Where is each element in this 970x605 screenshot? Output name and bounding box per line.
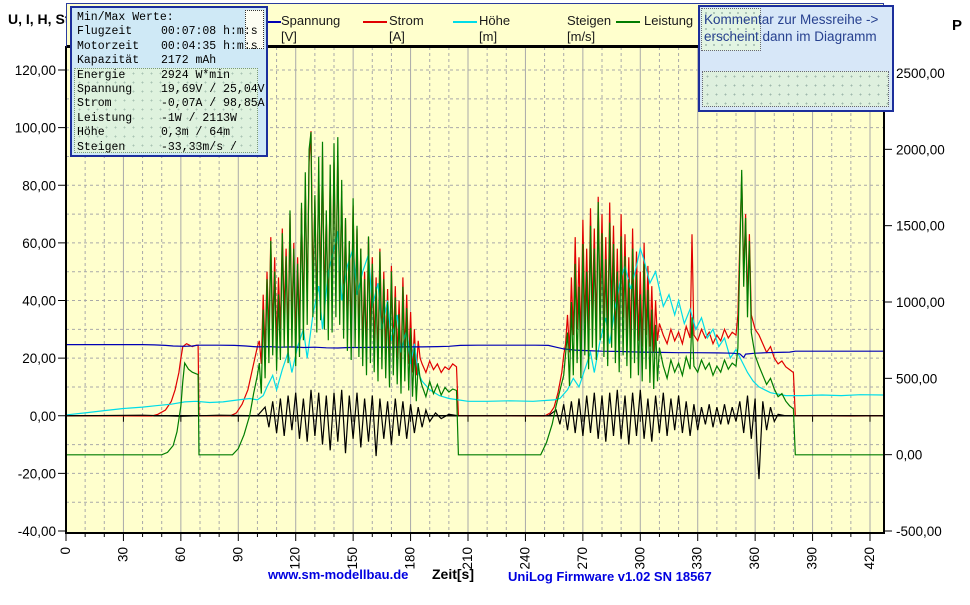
series-line-leistung [67, 132, 883, 456]
legend-label: Höhe [m] [479, 13, 511, 44]
left-tick-label: 60,00 [22, 236, 56, 251]
comment-box-pattern-top [701, 8, 761, 51]
x-tick-label: 90 [230, 547, 245, 562]
x-axis-title: Zeit[s] [432, 566, 474, 582]
x-tick-label: 180 [403, 547, 418, 570]
x-tick-label: 360 [747, 547, 762, 570]
info-box-row: Motorzeit 00:04:35 h:m:s [77, 40, 262, 54]
info-row-value: -0,07A / 98,85A [161, 97, 265, 111]
info-row-value: 00:07:08 h:m:s [161, 25, 258, 39]
left-tick-label: 0,00 [30, 409, 56, 424]
x-tick-label: 210 [460, 547, 475, 570]
x-tick-label: 120 [288, 547, 303, 570]
info-box-row: Steigen -33,33m/s / [77, 141, 262, 155]
left-tick-label: -20,00 [18, 466, 56, 481]
info-row-value: -1W / 2113W [161, 111, 237, 125]
x-tick-label: 330 [690, 547, 705, 570]
info-row-label: Kapazität [77, 54, 140, 68]
right-axis-title: P [952, 17, 963, 34]
info-row-label: Steigen [77, 140, 126, 154]
info-box-row: Spannung 19,69V / 25,04V [77, 82, 265, 97]
legend-label: Spannung [V] [281, 13, 341, 44]
info-row-value: -33,33m/s / [161, 140, 237, 154]
info-box-row: Strom -0,07A / 98,85A [77, 97, 265, 111]
info-row-value: 2172 mAh [161, 54, 217, 68]
comment-box-pattern-bottom [702, 71, 889, 107]
info-box-row: Energie 2924 W*min [77, 69, 262, 83]
legend-marker-icon [616, 21, 640, 23]
info-box-title: Min/Max Werte: [77, 11, 174, 24]
info-box-row: Leistung -1W / 2113W [77, 112, 262, 126]
right-tick-label: 500,00 [896, 371, 937, 386]
legend-marker-icon [363, 21, 387, 23]
info-box-handle[interactable] [245, 10, 264, 49]
legend-label: Strom [A] [389, 13, 424, 44]
x-tick-label: 390 [805, 547, 820, 570]
info-row-value: 0,3m / 64m [161, 126, 231, 140]
x-tick-label: 240 [517, 547, 532, 570]
info-row-label: Leistung [77, 111, 133, 125]
left-tick-label: 100,00 [15, 121, 56, 136]
info-row-value: 19,69V / 25,04V [161, 82, 265, 96]
x-tick-label: 270 [575, 547, 590, 570]
comment-box[interactable]: Kommentar zur Messreihe -> erscheint dan… [698, 5, 894, 112]
series-line-h-he-m [67, 231, 883, 416]
x-tick-label: 0 [58, 547, 73, 555]
right-tick-label: 0,00 [896, 448, 922, 463]
right-tick-label: -500,00 [896, 524, 942, 539]
x-tick-label: 150 [345, 547, 360, 570]
comment-text: Kommentar zur Messreihe -> erscheint dan… [704, 11, 878, 45]
left-tick-label: 20,00 [22, 351, 56, 366]
x-tick-label: 30 [115, 547, 130, 562]
legend-marker-icon [257, 21, 281, 23]
website-link[interactable]: www.sm-modellbau.de [268, 567, 409, 582]
right-tick-label: 1500,00 [896, 219, 945, 234]
info-row-value: 00:04:35 h:m:s [161, 39, 258, 53]
left-tick-label: -40,00 [18, 524, 56, 539]
series-line-steigen-m-s [67, 389, 883, 480]
info-row-label: Motorzeit [77, 39, 140, 53]
info-box-pattern [74, 68, 258, 153]
info-row-label: Spannung [77, 82, 133, 96]
series-group [67, 131, 883, 480]
legend-marker-icon [453, 21, 477, 23]
info-row-label: Flugzeit [77, 25, 133, 39]
right-tick-label: 1000,00 [896, 295, 945, 310]
x-tick-label: 420 [862, 547, 877, 570]
info-box-row: Flugzeit 00:07:08 h:m:s [77, 25, 262, 39]
left-tick-label: 40,00 [22, 294, 56, 309]
comment-line-2: erscheint dann im Diagramm [704, 29, 877, 44]
info-box-row: Kapazität 2172 mAh [77, 54, 262, 68]
info-row-label: Strom [77, 97, 112, 111]
right-tick-label: 2000,00 [896, 142, 945, 157]
left-axis-title: U, I, H, St [8, 11, 70, 27]
info-row-label: Höhe [77, 126, 105, 140]
firmware-label: UniLog Firmware v1.02 SN 18567 [508, 569, 712, 584]
left-tick-label: 120,00 [15, 63, 56, 78]
x-tick-label: 60 [173, 547, 188, 562]
series-line-spannung-v [67, 344, 883, 359]
info-row-label: Energie [77, 68, 126, 82]
left-tick-label: 80,00 [22, 178, 56, 193]
legend-label: Steigen [m/s] [567, 13, 612, 44]
x-tick-label: 300 [632, 547, 647, 570]
legend-label: Leistung [644, 13, 694, 28]
minmax-info-box[interactable]: Min/Max Werte: Flugzeit 00:07:08 h:m:s Mot… [70, 6, 268, 157]
info-box-row: Höhe 0,3m / 64m [77, 126, 262, 140]
info-row-value: 2924 W*min [161, 68, 231, 82]
right-tick-label: 2500,00 [896, 66, 945, 81]
comment-line-1: Kommentar zur Messreihe -> [704, 12, 879, 27]
